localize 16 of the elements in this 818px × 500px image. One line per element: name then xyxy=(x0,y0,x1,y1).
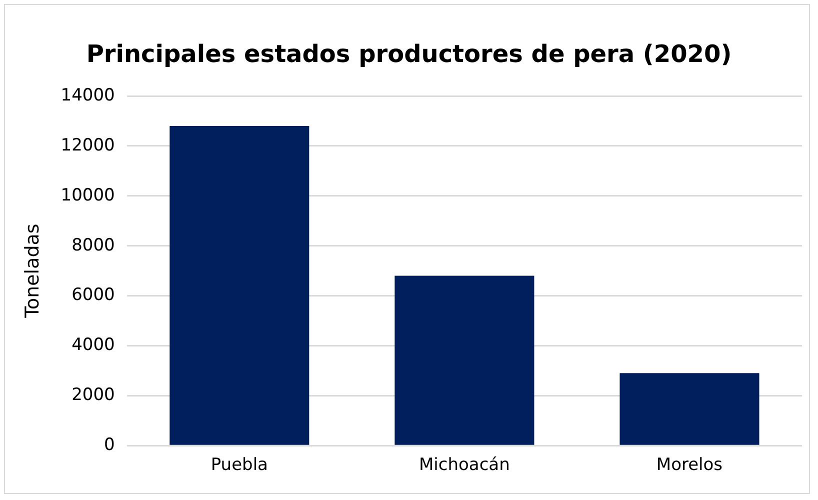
bar xyxy=(170,126,310,445)
x-tick-label: Morelos xyxy=(656,455,723,476)
y-tick-label: 4000 xyxy=(72,335,115,356)
y-tick-label: 2000 xyxy=(72,385,115,406)
x-tick-label: Michoacán xyxy=(419,455,510,476)
x-tick-label: Puebla xyxy=(210,455,268,476)
y-tick-label: 8000 xyxy=(72,235,115,256)
y-axis-title: Toneladas xyxy=(21,224,44,319)
y-tick-label: 10000 xyxy=(60,185,115,206)
chart-title: Principales estados productores de pera (2020) xyxy=(85,40,733,68)
y-tick-label: 6000 xyxy=(72,285,115,306)
bar xyxy=(620,373,760,445)
y-tick-label: 12000 xyxy=(60,135,115,156)
y-tick-label: 0 xyxy=(104,435,115,456)
y-tick-label: 14000 xyxy=(60,85,115,106)
bar xyxy=(394,276,534,445)
